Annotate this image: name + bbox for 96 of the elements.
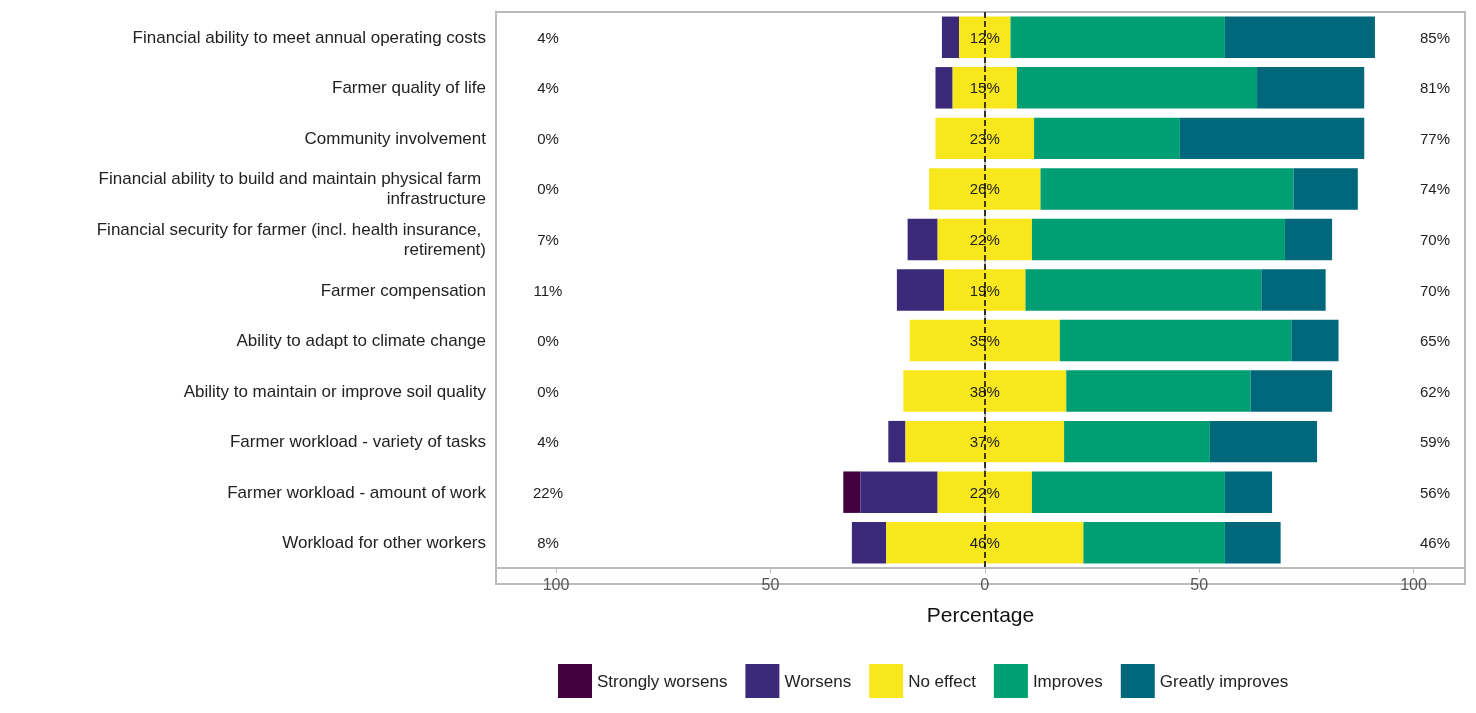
annotation: 62% bbox=[1419, 382, 1451, 400]
bar bbox=[1064, 420, 1210, 463]
bar bbox=[905, 420, 1065, 463]
bar bbox=[1224, 522, 1281, 564]
data-label: 26% bbox=[969, 180, 1000, 198]
bar bbox=[907, 218, 938, 261]
x-tick-label: 100 bbox=[542, 575, 570, 593]
y-tick-label: Workload for other workers bbox=[282, 533, 486, 553]
data-label: 38% bbox=[969, 382, 1000, 400]
annotation: 59% bbox=[1419, 433, 1451, 451]
bar bbox=[1016, 67, 1258, 109]
bar bbox=[896, 269, 945, 311]
y-tick-label: Farmer workload - amount of work bbox=[227, 482, 487, 502]
bar bbox=[1209, 420, 1318, 463]
annotation: 70% bbox=[1419, 230, 1451, 248]
annotation: 85% bbox=[1419, 28, 1451, 46]
annotation: 0% bbox=[537, 332, 559, 350]
bar bbox=[1250, 370, 1333, 412]
bar bbox=[1284, 218, 1333, 261]
bar bbox=[1031, 471, 1225, 513]
annotation: 56% bbox=[1419, 483, 1451, 501]
bar bbox=[935, 67, 953, 109]
data-label: 23% bbox=[969, 129, 1000, 147]
annotation: 11% bbox=[533, 281, 563, 299]
annotation: 4% bbox=[537, 79, 559, 97]
bar bbox=[959, 16, 1011, 58]
y-tick-label: Ability to adapt to climate change bbox=[236, 331, 486, 351]
data-label: 22% bbox=[969, 483, 1000, 501]
bar bbox=[1257, 67, 1365, 109]
bar bbox=[1025, 269, 1262, 311]
legend-label: Greatly improves bbox=[1159, 671, 1289, 691]
annotation: 0% bbox=[537, 129, 559, 147]
annotation: 22% bbox=[532, 483, 564, 501]
bar bbox=[843, 471, 861, 513]
legend-label: Worsens bbox=[784, 671, 852, 691]
annotation: 77% bbox=[1419, 129, 1451, 147]
annotation: 74% bbox=[1419, 180, 1451, 198]
bar bbox=[935, 117, 1035, 160]
annotation: 7% bbox=[537, 230, 559, 248]
bar bbox=[1034, 117, 1180, 160]
data-label: 22% bbox=[969, 230, 1000, 248]
bar bbox=[1291, 319, 1339, 362]
bar bbox=[1040, 168, 1294, 210]
bar bbox=[903, 370, 1067, 412]
bar bbox=[937, 471, 1032, 513]
y-tick-label: Ability to maintain or improve soil quality bbox=[183, 381, 487, 401]
data-label: 35% bbox=[969, 332, 1000, 350]
data-label: 15% bbox=[969, 79, 1000, 97]
x-axis-title: Percentage bbox=[926, 603, 1035, 626]
data-label: 19% bbox=[969, 281, 1000, 299]
bar bbox=[851, 522, 887, 564]
bar bbox=[1066, 370, 1251, 412]
y-tick-label: Financial ability to build and maintain physical farm infrastructure bbox=[98, 169, 486, 209]
annotation: 4% bbox=[537, 28, 559, 46]
bar bbox=[1179, 117, 1365, 160]
bar bbox=[937, 218, 1032, 261]
bar bbox=[1010, 16, 1225, 58]
y-tick-label: Farmer quality of life bbox=[332, 78, 486, 98]
bar bbox=[1224, 471, 1273, 513]
annotation: 0% bbox=[537, 180, 559, 198]
data-label: 46% bbox=[969, 534, 1000, 552]
annotation: 46% bbox=[1419, 534, 1451, 552]
annotation: 65% bbox=[1419, 332, 1451, 350]
bar bbox=[1083, 522, 1225, 564]
legend-label: Improves bbox=[1032, 671, 1103, 691]
bar bbox=[952, 67, 1017, 109]
y-tick-label: Farmer workload - variety of tasks bbox=[229, 432, 486, 452]
bar bbox=[1031, 218, 1285, 261]
legend-label: No effect bbox=[908, 671, 977, 691]
y-tick-label: Financial ability to meet annual operating costs bbox=[132, 27, 486, 47]
x-tick-label: 50 bbox=[1190, 575, 1209, 593]
annotation: 0% bbox=[537, 382, 559, 400]
annotation: 8% bbox=[537, 534, 559, 552]
bar bbox=[888, 420, 906, 463]
bar bbox=[1293, 168, 1358, 210]
bar bbox=[909, 319, 1060, 362]
annotation: 70% bbox=[1419, 281, 1451, 299]
y-tick-label: Financial security for farmer (incl. health insurance, retirement) bbox=[96, 219, 486, 259]
bar bbox=[1261, 269, 1326, 311]
y-tick-label: Farmer compensation bbox=[320, 280, 486, 300]
bar bbox=[1224, 16, 1375, 58]
bar bbox=[1059, 319, 1292, 362]
y-tick-label: Community involvement bbox=[304, 128, 487, 148]
x-tick-label: 0 bbox=[980, 575, 990, 593]
data-label: 12% bbox=[969, 28, 1000, 46]
legend-label: Strongly worsens bbox=[597, 671, 728, 691]
data-label: 37% bbox=[969, 433, 1000, 451]
bar bbox=[944, 269, 1026, 311]
bar bbox=[929, 168, 1041, 210]
annotation: 81% bbox=[1419, 79, 1451, 97]
x-tick-label: 100 bbox=[1400, 575, 1427, 593]
x-tick-label: 50 bbox=[761, 575, 780, 593]
bar bbox=[886, 522, 1084, 564]
bar bbox=[941, 16, 960, 58]
bar bbox=[860, 471, 938, 513]
annotation: 4% bbox=[537, 433, 559, 451]
